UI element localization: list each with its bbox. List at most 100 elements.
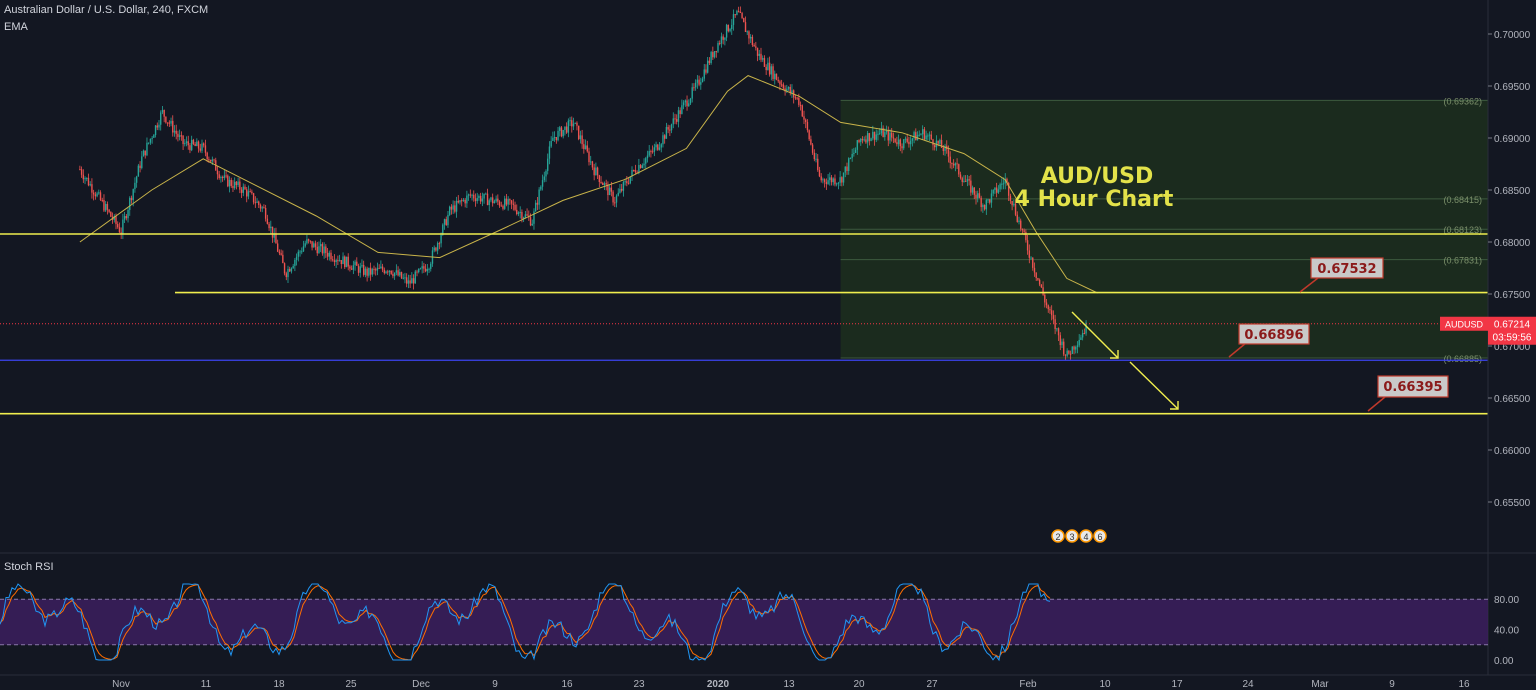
candle-body [395, 270, 398, 273]
candle-body [719, 43, 721, 45]
stoch-rsi-label[interactable]: Stoch RSI [4, 561, 54, 573]
time-axis[interactable]: Nov 11 18 25 Dec 9 16 23 2020 13 20 27 Feb 10 17 24 Mar 9… [112, 679, 1470, 690]
candle-body [844, 166, 846, 173]
candle-body [1071, 346, 1074, 354]
candle-body [466, 195, 468, 204]
candle-body [276, 243, 279, 252]
candle-body [282, 254, 284, 264]
candle-body [543, 176, 545, 181]
symbol-title[interactable]: Australian Dollar / U.S. Dollar, 240, FX… [4, 4, 209, 16]
candle-body [381, 266, 384, 270]
candle-body [249, 191, 251, 193]
candle-body [1028, 250, 1031, 258]
candle-body [679, 110, 681, 114]
candle-body [688, 103, 690, 107]
event-marker [1093, 529, 1107, 543]
candle-body [602, 183, 604, 186]
candle-body [369, 267, 372, 275]
candle-body [784, 88, 786, 92]
candle-body [923, 129, 926, 140]
candle-body [485, 193, 487, 195]
candle-body [691, 87, 693, 99]
candle-body [366, 268, 368, 276]
candle-body [400, 272, 403, 279]
candle-body [878, 133, 881, 135]
candle-body [227, 175, 229, 187]
candle-body [780, 84, 783, 86]
candle-body [638, 165, 640, 173]
candle-body [335, 260, 337, 263]
candle-body [939, 140, 941, 144]
candle-body [762, 58, 764, 60]
countdown-label: 03:59:56 [1493, 333, 1532, 344]
candle-body [411, 278, 413, 284]
candle-body [433, 247, 435, 251]
candle-body [548, 146, 551, 159]
price-axis[interactable]: 0.70000 0.69500 0.69000 0.68500 0.68000 0.675… [1488, 30, 1531, 509]
candle-body [641, 165, 644, 169]
candle-body [982, 204, 984, 208]
candle-body [873, 131, 876, 140]
candle-body [985, 200, 988, 210]
annotation-callouts[interactable]: 0.67532 0.66896 0.66395 [1228, 257, 1449, 412]
candle-body [533, 211, 535, 224]
candle-body [190, 139, 193, 151]
candle-body [880, 127, 883, 134]
time-tick-label: 16 [1458, 679, 1470, 690]
candle-body [294, 259, 296, 266]
candle-body [160, 112, 162, 125]
candle-body [452, 205, 454, 210]
candle-body [161, 110, 164, 113]
candle-body [853, 152, 855, 155]
stoch-axis: 80.00 40.00 0.00 [1494, 595, 1519, 667]
candle-body [414, 271, 416, 284]
candle-body [165, 116, 167, 123]
candle-body [1080, 337, 1082, 340]
candle-body [170, 120, 172, 124]
time-tick-label: 9 [492, 679, 498, 690]
candle-body [483, 193, 485, 199]
candle-body [378, 267, 380, 269]
candle-body [218, 174, 220, 179]
candle-body [576, 122, 578, 126]
candle-body [550, 140, 552, 147]
candle-body [1050, 310, 1053, 316]
candle-body [311, 241, 313, 248]
candle-body [834, 178, 836, 185]
price-tick-label: 0.69500 [1494, 82, 1531, 93]
candle-body [1069, 353, 1072, 355]
candle-body [772, 66, 774, 80]
candle-body [338, 260, 341, 262]
candle-body [536, 202, 539, 205]
price-tick-label: 0.67500 [1494, 290, 1531, 301]
candle-body [436, 243, 439, 251]
candle-body [345, 256, 348, 268]
candle-body [660, 144, 662, 148]
candle-body [856, 140, 859, 150]
candle-body [1021, 228, 1024, 231]
candle-body [622, 182, 625, 191]
candle-body [899, 139, 902, 147]
candle-body [230, 179, 232, 186]
candle-body [1007, 183, 1010, 196]
fib-level-label: (0.68415) [1443, 195, 1482, 205]
candle-body [944, 145, 946, 151]
candle-body [620, 188, 623, 191]
candle-body [937, 140, 939, 144]
candle-body [813, 152, 816, 160]
candle-body [921, 129, 924, 135]
candle-body [178, 135, 181, 137]
indicator-label[interactable]: EMA [4, 21, 28, 33]
candle-body [942, 147, 945, 151]
candle-body [918, 134, 920, 136]
candle-body [172, 120, 174, 133]
stoch-d-line [0, 584, 1051, 661]
candle-body [443, 219, 446, 225]
candle-body [694, 82, 697, 88]
candle-body [583, 144, 585, 150]
candle-body [166, 122, 169, 124]
candle-body [703, 69, 705, 79]
candle-body [676, 119, 678, 122]
